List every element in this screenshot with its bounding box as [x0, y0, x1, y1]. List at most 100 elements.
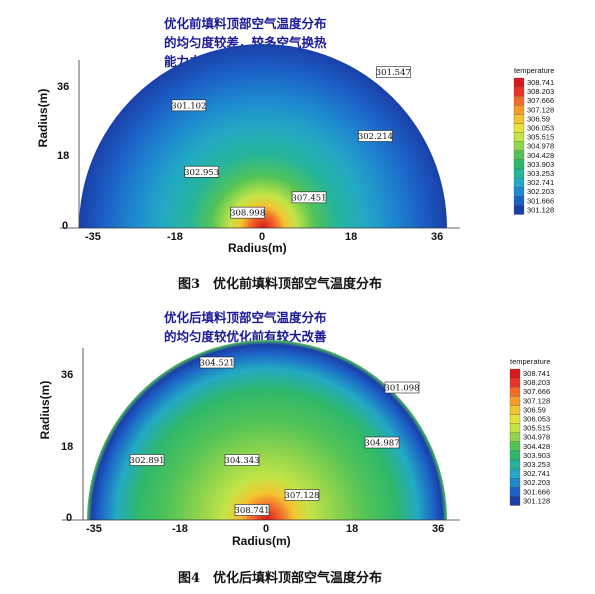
x-tick: -35 [86, 523, 102, 535]
legend-label: 303.253 [527, 169, 554, 178]
annotation-value: 307.128 [284, 491, 319, 501]
legend-swatch [509, 368, 521, 379]
annotation-box [291, 191, 327, 204]
legend-swatch [513, 105, 525, 115]
annotation-value: 301.547 [376, 68, 411, 78]
legend-swatch [513, 150, 525, 161]
annotation-value: 301.102 [171, 101, 206, 111]
legend-swatch [509, 450, 521, 461]
note-line-1: 优化前填料顶部空气温度分布 [164, 16, 327, 31]
legend-label: 304.428 [527, 151, 554, 160]
color-legend: temperature 308.741308.203307.666307.128… [513, 66, 554, 215]
legend-label: 304.428 [523, 442, 550, 451]
annotation-value: 307.451 [291, 193, 326, 203]
annotation-value: 304.987 [364, 439, 399, 449]
legend-label: 302.741 [527, 178, 554, 187]
note-line-1: 优化后填料顶部空气温度分布 [164, 310, 327, 325]
legend-label: 303.903 [527, 160, 554, 169]
legend-swatch [513, 159, 525, 170]
x-tick: 0 [263, 523, 269, 535]
annotation-box [129, 454, 165, 466]
legend-swatch [513, 168, 525, 179]
legend-label: 302.741 [523, 469, 550, 478]
legend-label: 304.978 [523, 433, 550, 442]
legend-label: 307.128 [527, 105, 554, 114]
legend-swatch [509, 423, 521, 433]
legend-swatch [513, 187, 525, 197]
x-tick: -18 [172, 523, 188, 535]
annotation-value: 308.741 [234, 506, 269, 516]
legend-label: 306.053 [527, 124, 554, 133]
legend-swatch [509, 487, 521, 497]
legend-swatch [513, 96, 525, 106]
figure-caption: 图4 优化后填料顶部空气温度分布 [178, 570, 382, 586]
temperature-chart-before: 优化前填料顶部空气温度分布 的均匀度较差，较多空气换热 能力未能有效发挥 -35… [36, 16, 554, 292]
y-tick: 18 [61, 441, 73, 453]
legend-label: 306.59 [523, 405, 546, 414]
legend-label: 305.515 [527, 133, 554, 142]
x-tick: 36 [432, 523, 444, 535]
annotation-box [384, 381, 420, 394]
legend-swatch [513, 205, 525, 215]
legend-label: 301.666 [523, 487, 550, 496]
legend-swatch [509, 441, 521, 452]
annotation-value: 304.343 [224, 456, 259, 466]
legend-swatch [513, 177, 525, 188]
y-tick: 0 [66, 512, 72, 524]
legend-label: 307.666 [523, 387, 550, 396]
annotation-box [199, 356, 235, 369]
annotation-box [224, 454, 260, 466]
x-tick: -18 [167, 231, 183, 243]
legend-swatch [509, 432, 521, 442]
legend-label: 303.253 [523, 460, 550, 469]
legend-swatch [513, 114, 525, 124]
annotation-box [376, 66, 411, 78]
y-tick: 36 [61, 369, 73, 381]
x-axis-label: Radius(m) [232, 534, 291, 548]
temperature-chart-after: 优化后填料顶部空气温度分布 的均匀度较优化前有较大改善 -35 -18 0 18… [38, 310, 550, 586]
legend-swatch [509, 377, 521, 388]
legend-label: 302.203 [527, 187, 554, 196]
x-tick: 18 [345, 231, 357, 243]
legend-swatch [513, 77, 525, 88]
annotation-box [364, 436, 400, 449]
annotation-box [230, 206, 265, 219]
annotation-box [284, 489, 320, 501]
annotation-box [184, 165, 219, 178]
y-axis-label: Radius(m) [38, 381, 52, 440]
legend-swatch [513, 132, 525, 142]
legend-label: 308.203 [523, 378, 550, 387]
legend-swatch [509, 478, 521, 488]
legend-label: 307.666 [527, 96, 554, 105]
legend-swatch [509, 496, 521, 506]
legend-label: 306.59 [527, 114, 550, 123]
legend-label: 308.741 [527, 78, 554, 87]
legend-swatch [509, 396, 521, 406]
legend-label: 308.741 [523, 369, 550, 378]
annotation-box [234, 504, 270, 516]
legend-swatch [513, 141, 525, 151]
x-axis-label: Radius(m) [228, 241, 287, 255]
value-annotations: 304.521 301.098 304.987 302.891 304.343 307.1… [129, 356, 420, 516]
x-tick: 36 [431, 231, 443, 243]
value-annotations: 301.102 301.547 302.214 302.953 307.451 308.9… [171, 66, 411, 219]
legend-swatch [509, 387, 521, 397]
x-tick: -35 [85, 231, 101, 243]
legend-swatch [513, 196, 525, 206]
legend-label: 302.203 [523, 478, 550, 487]
figure-caption: 图3 优化前填料顶部空气温度分布 [178, 276, 382, 292]
legend-label: 301.128 [527, 205, 554, 214]
legend-swatch [509, 405, 521, 415]
color-legend: temperature 308.741308.203307.666307.128… [509, 357, 550, 506]
legend-swatch [513, 123, 525, 133]
x-tick: 18 [346, 523, 358, 535]
legend-swatch [513, 86, 525, 97]
note-line-2: 的均匀度较优化前有较大改善 [164, 329, 327, 344]
legend-label: 305.515 [523, 424, 550, 433]
annotation-value: 302.953 [184, 168, 219, 178]
annotation-value: 301.098 [384, 384, 419, 394]
legend-label: 301.666 [527, 196, 554, 205]
annotation-box [171, 99, 207, 112]
annotation-box [358, 130, 393, 142]
